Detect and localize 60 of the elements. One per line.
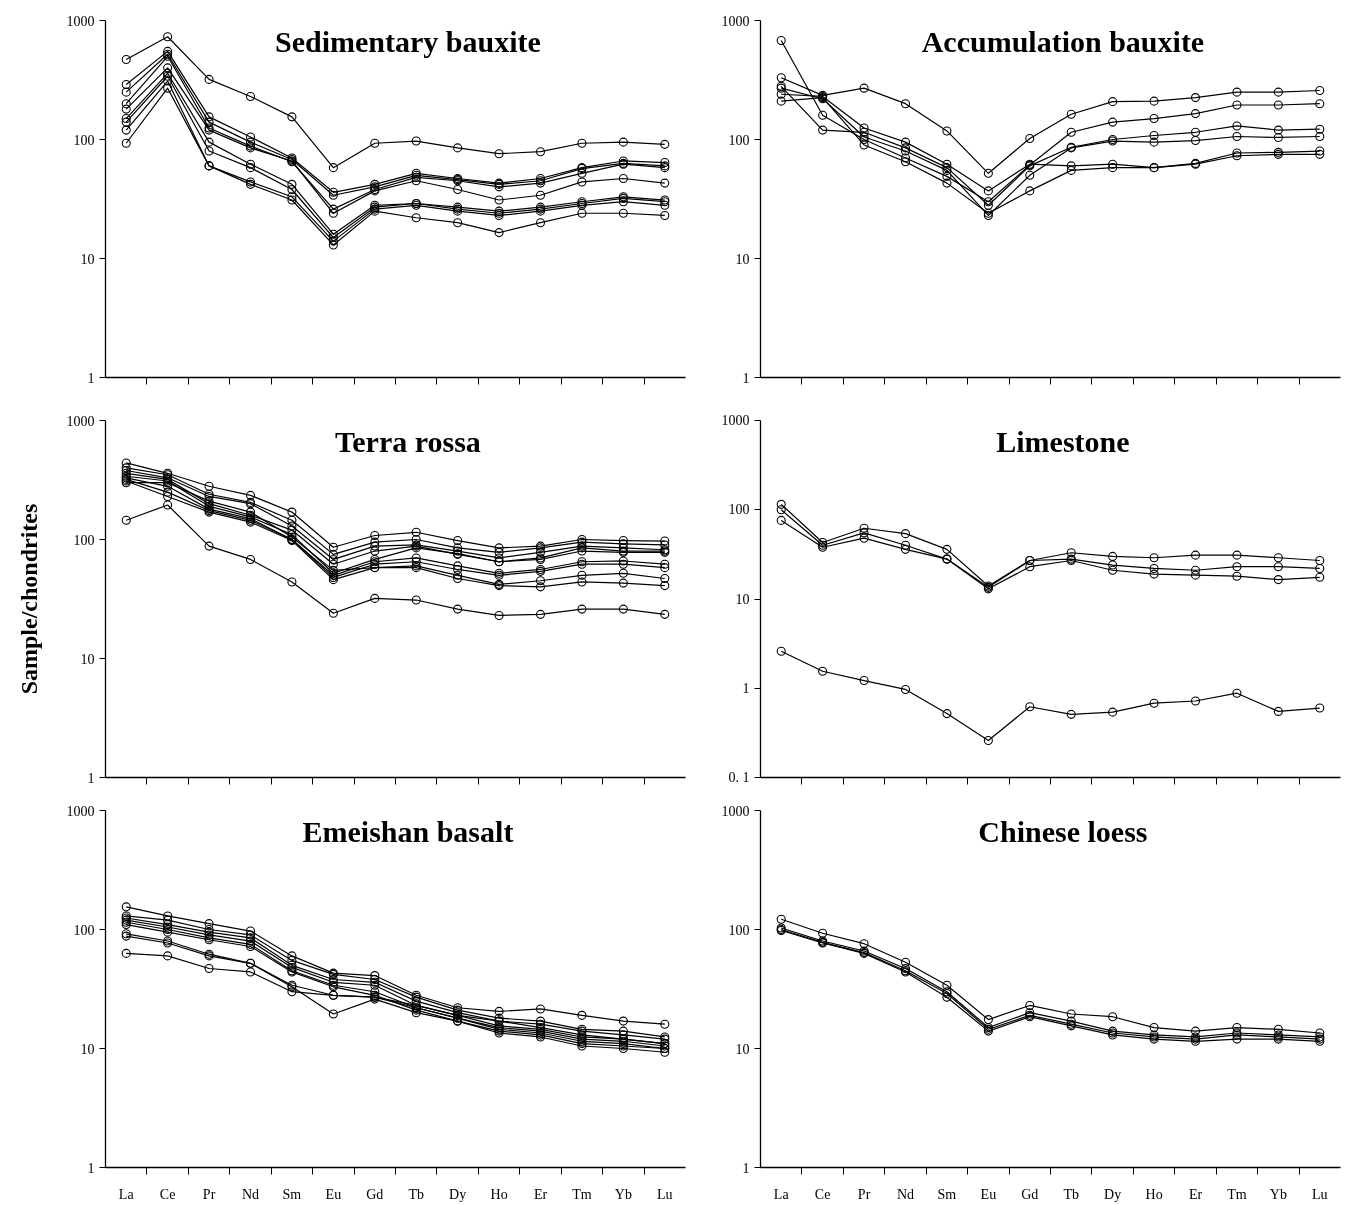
y-tick-label: 10 xyxy=(735,591,750,607)
y-tick-label: 1 xyxy=(87,370,95,386)
y-tick-label: 10 xyxy=(80,651,95,667)
y-tick-label: 100 xyxy=(728,502,750,518)
x-tick-label: Ho xyxy=(490,1186,508,1202)
y-tick-label: 10 xyxy=(735,1041,750,1057)
y-tick-label: 100 xyxy=(73,132,95,148)
x-tick-label: La xyxy=(118,1186,135,1202)
y-tick-label: 1 xyxy=(742,1160,750,1176)
y-tick-label: 1000 xyxy=(66,13,95,29)
x-tick-label: Yb xyxy=(614,1186,632,1202)
x-tick-label: Dy xyxy=(1104,1186,1122,1202)
y-tick-label: 1000 xyxy=(721,413,750,428)
y-tick-label: 100 xyxy=(73,532,95,548)
x-tick-label: Gd xyxy=(1021,1186,1039,1202)
y-tick-label: 10 xyxy=(80,251,95,267)
x-tick-label: Sm xyxy=(937,1186,957,1202)
chart-title: Chinese loess xyxy=(978,814,1148,848)
x-tick-label: Sm xyxy=(282,1186,302,1202)
chart-title: Emeishan basalt xyxy=(302,814,514,848)
x-tick-label: Pr xyxy=(857,1186,871,1202)
chart-title: Accumulation bauxite xyxy=(921,24,1205,58)
x-tick-label: Er xyxy=(533,1186,548,1202)
y-tick-label: 0. 1 xyxy=(728,770,750,785)
y-tick-label: 100 xyxy=(728,132,750,148)
chart-title: Sedimentary bauxite xyxy=(275,24,541,58)
y-tick-label: 1000 xyxy=(721,13,750,29)
y-tick-label: 1 xyxy=(87,770,95,786)
y-tick-label: 1 xyxy=(742,370,750,386)
y-tick-label: 100 xyxy=(73,922,95,938)
x-tick-label: La xyxy=(773,1186,790,1202)
y-axis-title: Sample/chondrites xyxy=(15,503,42,695)
x-tick-label: Dy xyxy=(449,1186,467,1202)
x-tick-label: Lu xyxy=(657,1186,673,1202)
x-tick-label: Tb xyxy=(408,1186,424,1202)
x-tick-label: Eu xyxy=(325,1186,342,1202)
y-tick-label: 1000 xyxy=(66,413,95,429)
x-tick-label: Yb xyxy=(1269,1186,1287,1202)
x-tick-label: Ce xyxy=(814,1186,831,1202)
y-tick-label: 1 xyxy=(742,680,750,696)
y-tick-label: 1000 xyxy=(721,803,750,819)
y-tick-label: 1 xyxy=(87,1160,95,1176)
y-tick-label: 10 xyxy=(735,251,750,267)
x-tick-label: Gd xyxy=(366,1186,384,1202)
x-tick-label: Lu xyxy=(1312,1186,1328,1202)
y-tick-label: 1000 xyxy=(66,803,95,819)
x-tick-label: Ho xyxy=(1145,1186,1163,1202)
x-tick-label: Tm xyxy=(1227,1186,1247,1202)
chart-title: Terra rossa xyxy=(335,424,481,458)
chart-title: Limestone xyxy=(996,424,1130,458)
x-tick-label: Er xyxy=(1188,1186,1203,1202)
y-tick-label: 10 xyxy=(80,1041,95,1057)
x-tick-label: Tb xyxy=(1063,1186,1079,1202)
y-tick-label: 100 xyxy=(728,922,750,938)
x-tick-label: Eu xyxy=(980,1186,997,1202)
x-tick-label: Tm xyxy=(572,1186,592,1202)
x-tick-label: Nd xyxy=(241,1186,260,1202)
x-tick-label: Ce xyxy=(159,1186,176,1202)
x-tick-label: Pr xyxy=(202,1186,216,1202)
x-tick-label: Nd xyxy=(896,1186,915,1202)
